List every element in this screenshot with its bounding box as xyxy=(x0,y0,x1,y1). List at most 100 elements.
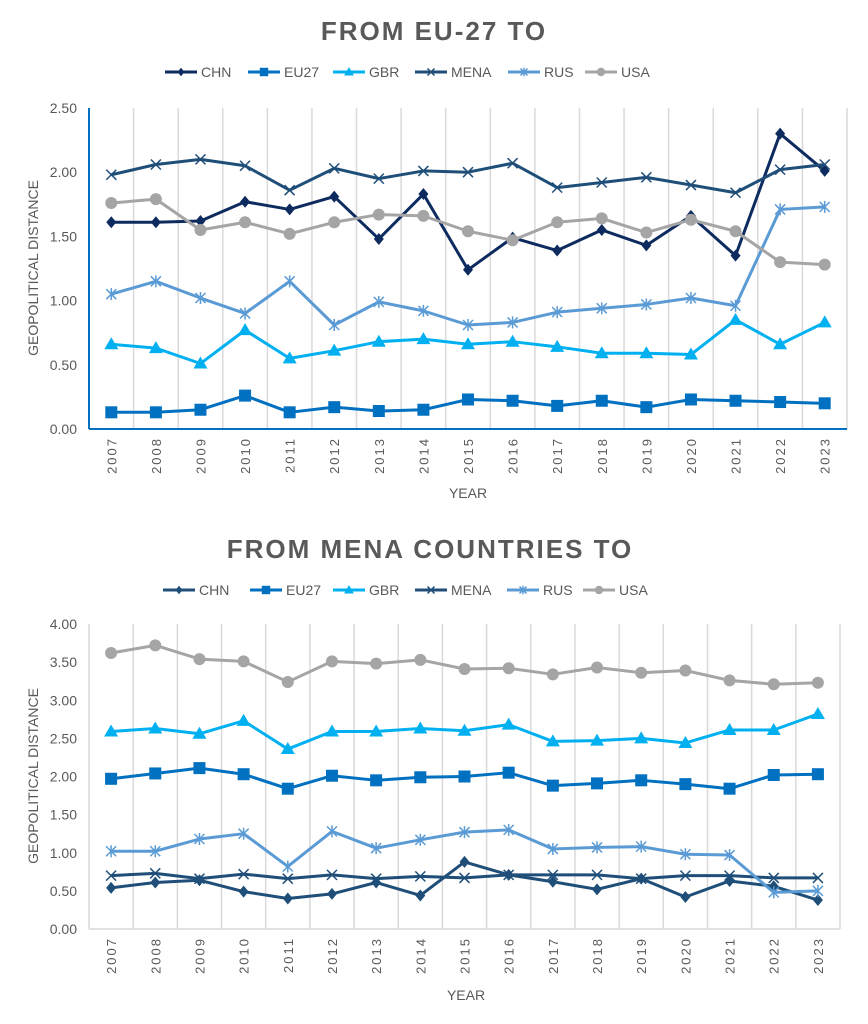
data-point-eu27 xyxy=(105,772,118,785)
data-point-rus xyxy=(679,848,691,861)
series-mena xyxy=(105,867,824,885)
x-tick-label: 2008 xyxy=(149,437,164,474)
data-point-rus xyxy=(768,886,780,899)
chart-eu27: 0.00 0.50 1.00 1.50 2.00 2.50 2007 2008 2009 2010… xyxy=(50,64,848,474)
data-point-rus xyxy=(284,275,296,288)
legend-item-gbr: GBR xyxy=(333,64,399,80)
data-point-rus xyxy=(458,826,471,839)
y-tick-label: 0.00 xyxy=(50,421,77,437)
data-point-gbr xyxy=(280,742,295,755)
y-tick-label: 4.00 xyxy=(50,616,77,632)
data-point-mena xyxy=(819,158,831,171)
x-tick-label: 2012 xyxy=(327,437,342,474)
data-point-chn xyxy=(106,881,117,894)
x-tick-label: 2013 xyxy=(369,937,384,974)
data-point-eu27 xyxy=(370,774,383,787)
data-point-mena xyxy=(812,872,824,884)
x-tick-label: 2011 xyxy=(283,437,298,473)
data-point-gbr xyxy=(236,713,251,726)
data-point-usa xyxy=(194,223,207,236)
data-point-chn xyxy=(238,885,249,898)
series-usa xyxy=(105,193,831,271)
y-tick-label: 2.50 xyxy=(50,100,77,116)
data-point-rus xyxy=(551,306,563,319)
y-tick-label: 2.00 xyxy=(50,164,77,180)
data-point-mena xyxy=(105,870,117,882)
x-tick-label: 2018 xyxy=(590,937,605,974)
data-point-rus xyxy=(685,292,697,305)
data-point-usa xyxy=(551,216,564,229)
data-point-mena xyxy=(458,872,471,884)
data-point-eu27 xyxy=(281,782,294,795)
legend-label: EU27 xyxy=(284,64,319,80)
legend-marker-icon xyxy=(596,67,606,77)
legend: CHN EU27 GBR MENA RUS USA xyxy=(165,64,650,80)
data-point-chn xyxy=(592,883,603,896)
data-point-mena xyxy=(149,867,161,879)
data-point-chn xyxy=(641,239,652,252)
x-tick-label: 2023 xyxy=(811,937,826,974)
data-point-gbr xyxy=(590,733,605,746)
chart-1-y-axis-title: GEOPOLITICAL DISTANCE xyxy=(25,180,41,356)
legend-item-mena: MENA xyxy=(415,582,492,598)
data-point-gbr xyxy=(639,346,654,359)
data-point-eu27 xyxy=(635,774,648,787)
data-point-rus xyxy=(105,845,117,858)
x-tick-label: 2011 xyxy=(281,937,296,973)
x-tick-label: 2013 xyxy=(372,437,387,474)
data-point-usa xyxy=(679,664,692,677)
legend-label: GBR xyxy=(369,582,399,598)
data-point-gbr xyxy=(505,334,520,347)
data-point-mena xyxy=(193,873,205,885)
data-point-gbr xyxy=(104,724,119,737)
data-point-usa xyxy=(149,193,162,206)
legend-item-mena: MENA xyxy=(415,64,492,80)
data-point-rus xyxy=(462,318,474,331)
data-point-gbr xyxy=(327,343,342,356)
legend-label: CHN xyxy=(201,64,231,80)
legend-item-chn: CHN xyxy=(163,582,229,598)
legend-item-usa: USA xyxy=(583,582,648,598)
legend-item-rus: RUS xyxy=(507,582,573,598)
data-point-usa xyxy=(811,676,824,689)
data-point-usa xyxy=(767,678,780,691)
x-tick-label: 2016 xyxy=(506,437,521,474)
data-point-gbr xyxy=(413,721,428,734)
data-point-mena xyxy=(328,162,340,174)
x-tick-label: 2008 xyxy=(148,937,163,974)
chart-1-x-axis-title: YEAR xyxy=(449,485,487,501)
data-point-gbr xyxy=(457,723,472,736)
series-eu27 xyxy=(105,762,824,795)
data-point-rus xyxy=(507,316,519,329)
data-point-rus xyxy=(596,302,608,315)
data-point-gbr xyxy=(817,315,832,328)
y-tick-label: 3.00 xyxy=(50,692,77,708)
x-tick-label: 2014 xyxy=(413,937,428,974)
data-point-usa xyxy=(635,666,648,679)
y-tick-label: 2.00 xyxy=(50,769,77,785)
data-point-usa xyxy=(237,655,250,668)
y-tick-label: 0.50 xyxy=(50,357,77,373)
data-point-rus xyxy=(729,299,742,312)
legend-marker-icon xyxy=(594,585,604,595)
data-point-usa xyxy=(283,227,296,240)
data-point-gbr xyxy=(369,724,384,737)
x-tick-label: 2015 xyxy=(458,937,473,974)
x-tick-label: 2012 xyxy=(325,937,340,974)
data-point-eu27 xyxy=(283,406,296,419)
series-chn xyxy=(106,855,823,907)
data-point-mena xyxy=(284,184,296,196)
data-point-mena xyxy=(635,873,647,885)
data-point-chn xyxy=(195,214,206,227)
data-point-eu27 xyxy=(372,405,385,418)
x-tick-label: 2018 xyxy=(595,437,610,474)
data-point-eu27 xyxy=(149,406,162,419)
legend-marker-icon xyxy=(426,67,436,77)
legend-label: MENA xyxy=(451,64,492,80)
series-chn xyxy=(106,127,830,276)
data-point-eu27 xyxy=(591,777,604,790)
x-tick-label: 2010 xyxy=(237,937,252,974)
legend-marker-icon xyxy=(261,585,271,595)
data-point-eu27 xyxy=(462,393,474,406)
data-point-mena xyxy=(417,165,429,177)
